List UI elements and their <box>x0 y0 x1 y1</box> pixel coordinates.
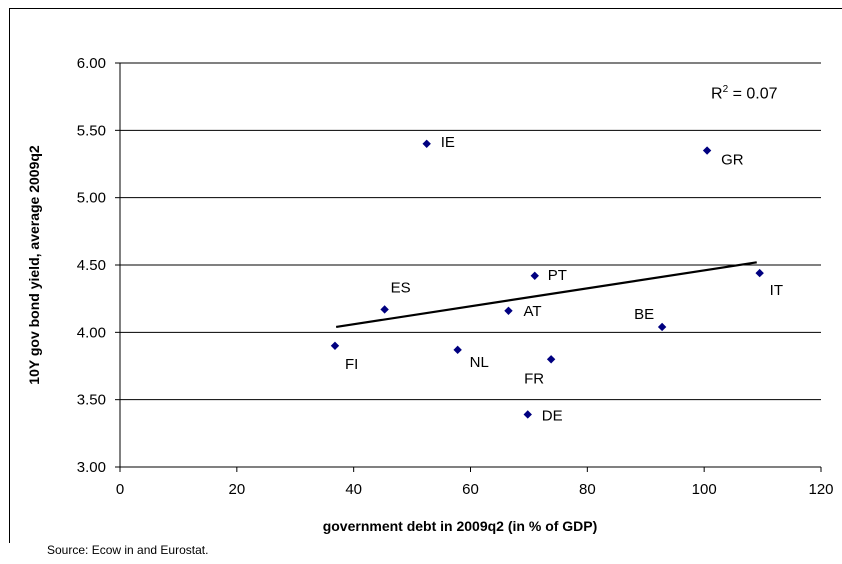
point-label-nl: NL <box>470 354 489 371</box>
data-point-pt <box>530 271 539 280</box>
data-point-at <box>504 306 513 315</box>
data-points <box>330 139 764 419</box>
data-point-ie <box>422 139 431 148</box>
x-tick-label-2: 40 <box>345 481 362 498</box>
r2-exponent: 2 <box>722 84 729 95</box>
point-label-fr: FR <box>524 370 544 387</box>
y-tick-label-3: 4.50 <box>77 257 106 274</box>
data-point-fi <box>330 341 340 350</box>
trendline <box>335 261 757 329</box>
r2-prefix: R <box>711 85 723 103</box>
point-label-it: IT <box>770 282 783 299</box>
data-point-de <box>523 410 532 419</box>
chart-frame <box>9 8 842 543</box>
point-label-pt: PT <box>548 267 567 284</box>
point-label-ie: IE <box>441 134 455 151</box>
axes <box>115 62 822 472</box>
y-tick-label-1: 3.50 <box>77 392 106 409</box>
y-tick-label-0: 3.00 <box>77 459 106 476</box>
tick-labels: 3.00 3.50 4.00 4.50 5.00 5.50 6.00 0 20 40 60 80 100… <box>77 55 834 498</box>
data-point-fr <box>546 355 556 364</box>
x-tick-label-4: 80 <box>579 481 596 498</box>
data-point-gr <box>702 146 712 155</box>
data-point-nl <box>453 345 462 355</box>
data-point-es <box>380 305 389 314</box>
y-tick-label-6: 6.00 <box>77 55 106 72</box>
source-note: Source: Ecow in and Eurostat. <box>47 543 209 557</box>
r-squared-annotation: R2 = 0.07 <box>711 84 778 103</box>
y-tick-label-5: 5.50 <box>77 122 106 139</box>
x-tick-label-0: 0 <box>116 481 124 498</box>
x-tick-label-5: 100 <box>692 481 717 498</box>
point-labels: IE GR ES PT IT AT BE FI NL FR DE <box>345 134 783 425</box>
point-label-gr: GR <box>721 152 744 169</box>
point-label-be: BE <box>634 306 654 323</box>
point-label-de: DE <box>542 407 563 424</box>
gridlines <box>120 62 821 468</box>
r2-value: = 0.07 <box>728 85 778 103</box>
x-tick-label-1: 20 <box>228 481 245 498</box>
data-point-it <box>755 268 764 278</box>
y-tick-label-4: 5.00 <box>77 190 106 207</box>
y-tick-label-2: 4.00 <box>77 324 106 341</box>
y-axis-title: 10Y gov bond yield, average 2009q2 <box>26 145 42 385</box>
point-label-at: AT <box>523 303 541 320</box>
data-point-be <box>657 322 667 332</box>
x-axis-title: government debt in 2009q2 (in % of GDP) <box>323 518 598 534</box>
regression-line <box>335 261 757 329</box>
point-label-fi: FI <box>345 356 358 373</box>
point-label-es: ES <box>391 279 411 296</box>
x-tick-label-3: 60 <box>462 481 479 498</box>
x-tick-label-6: 120 <box>808 481 833 498</box>
